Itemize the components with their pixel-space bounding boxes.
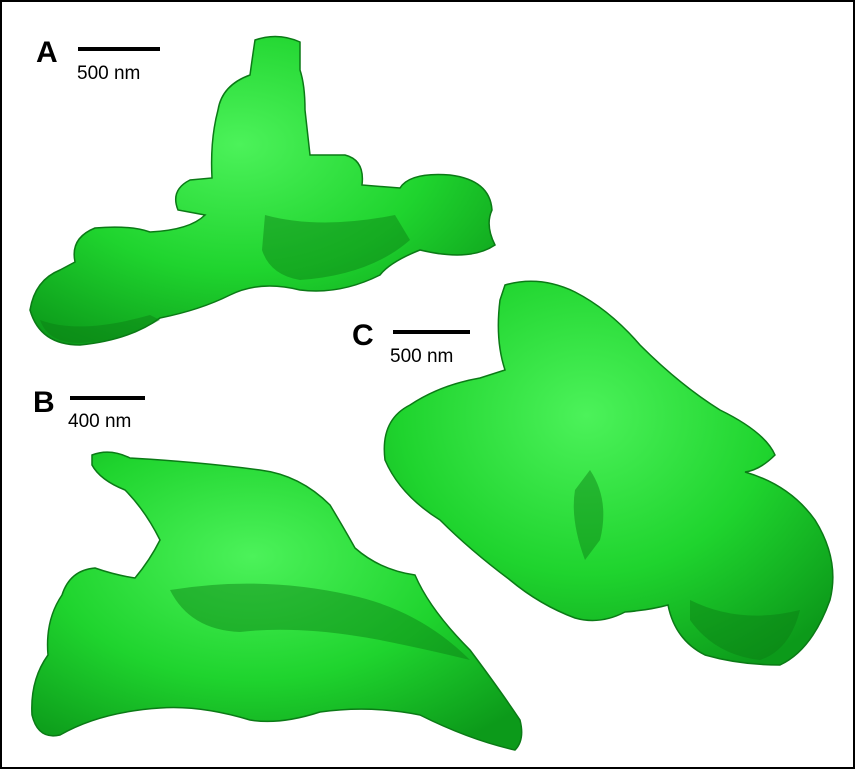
scale-bar-label: 400 nm (68, 411, 131, 432)
scale-bar-label: 500 nm (390, 346, 453, 367)
panel-label: B (33, 386, 55, 419)
scale-bar-label: 500 nm (77, 63, 140, 84)
figure: A 500 nm B 400 nm C 500 nm (0, 0, 855, 769)
panel-label: C (352, 319, 374, 352)
panel-label: A (36, 36, 58, 69)
